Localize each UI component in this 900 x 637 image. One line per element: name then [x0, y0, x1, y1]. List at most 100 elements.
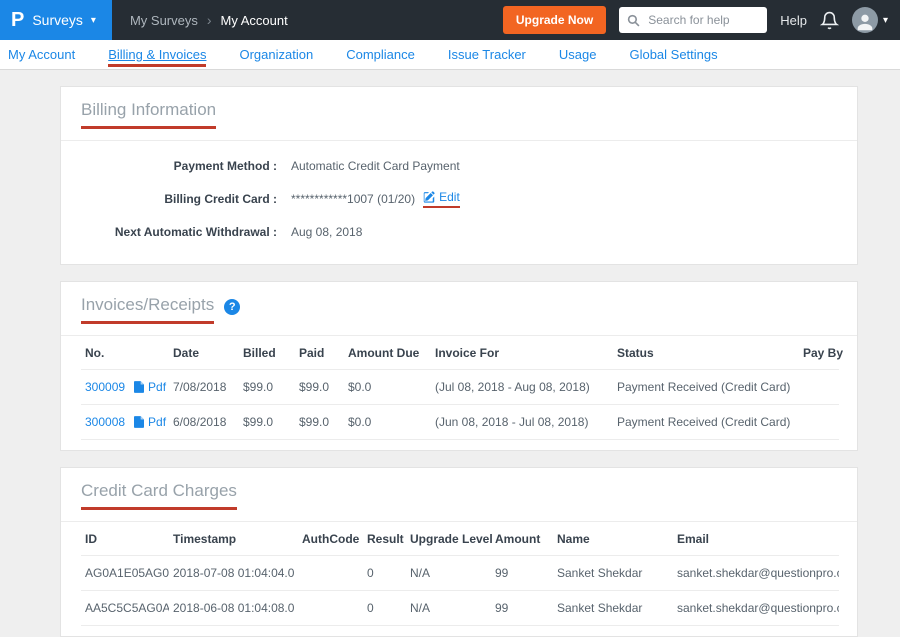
credit-card-charges-title: Credit Card Charges: [81, 481, 237, 510]
edit-pencil-icon: [423, 190, 435, 203]
billing-fields: Payment Method : Automatic Credit Card P…: [61, 141, 857, 264]
upgrade-now-button[interactable]: Upgrade Now: [502, 6, 607, 34]
field-label: Next Automatic Withdrawal :: [114, 224, 277, 239]
cell-email: sanket.shekdar@questionpro.com: [673, 555, 839, 591]
column-header-id: ID: [81, 522, 169, 556]
invoice-row: 300009 Pdf 7/08/2018 $99.0: [81, 369, 839, 405]
invoice-number-link[interactable]: 300008: [85, 415, 126, 429]
invoices-table: No. Date Billed Paid Amount Due Invoice …: [81, 336, 843, 440]
column-header-billed: Billed: [239, 336, 295, 370]
cell-status: Payment Received (Credit Card): [613, 369, 799, 405]
invoices-table-wrap: No. Date Billed Paid Amount Due Invoice …: [61, 336, 857, 450]
tab-usage[interactable]: Usage: [558, 46, 597, 62]
column-header-amount-due: Amount Due: [344, 336, 431, 370]
cell-status: Payment Received (Credit Card): [613, 404, 799, 440]
cell-timestamp: 2018-07-08 01:04:04.0: [169, 555, 298, 591]
breadcrumb-my-account: My Account: [220, 12, 288, 28]
field-row-billing-credit-card: Billing Credit Card : ************1007 (…: [81, 182, 837, 215]
invoices-receipts-title: Invoices/Receipts: [81, 295, 215, 324]
field-value: Aug 08, 2018: [291, 224, 363, 239]
cell-invoice-for: (Jun 08, 2018 - Jul 08, 2018): [431, 404, 613, 440]
cell-amount: 99: [491, 590, 553, 626]
topbar-right: Upgrade Now Help ▾: [502, 6, 900, 34]
field-value: Automatic Credit Card Payment: [291, 158, 460, 173]
tab-global-settings[interactable]: Global Settings: [629, 46, 718, 62]
field-row-next-withdrawal: Next Automatic Withdrawal : Aug 08, 2018: [81, 215, 837, 248]
field-value: ************1007 (01/20) Edit: [291, 189, 460, 208]
column-header-authcode: AuthCode: [298, 522, 363, 556]
cell-billed: $99.0: [239, 369, 295, 405]
product-menu-label: Surveys: [32, 12, 83, 28]
field-label: Billing Credit Card :: [164, 191, 277, 206]
avatar[interactable]: [851, 7, 878, 33]
cell-authcode: [298, 590, 363, 626]
cell-pay-by: [799, 404, 839, 440]
card-header: Invoices/Receipts ?: [61, 282, 857, 336]
card-header: Billing Information: [61, 87, 857, 141]
help-search-box: [619, 7, 768, 33]
invoices-receipts-card: Invoices/Receipts ? No. Date Billed Paid…: [60, 281, 858, 451]
product-menu[interactable]: P Surveys ▾: [0, 0, 112, 40]
help-question-icon[interactable]: ?: [224, 298, 241, 315]
cell-upgrade-level: N/A: [406, 590, 491, 626]
account-menu[interactable]: ▾: [851, 7, 888, 33]
notifications-bell-icon[interactable]: [819, 11, 839, 30]
tab-issue-tracker[interactable]: Issue Tracker: [447, 46, 526, 62]
cell-no: 300008 Pdf: [81, 404, 169, 440]
breadcrumb: My Surveys › My Account: [130, 12, 288, 28]
main-content: Billing Information Payment Method : Aut…: [0, 70, 900, 637]
cell-pay-by: [799, 369, 839, 405]
charges-table-wrap: ID Timestamp AuthCode Result Upgrade Lev…: [61, 522, 857, 636]
invoice-number-link[interactable]: 300009: [85, 380, 126, 394]
cell-date: 7/08/2018: [169, 369, 239, 405]
cell-amount: 99: [491, 555, 553, 591]
charge-row: AG0A1E05AG0A 2018-07-08 01:04:04.0 0 N/A…: [81, 555, 839, 591]
cell-id: AA5C5C5AG0A: [81, 590, 169, 626]
breadcrumb-my-surveys[interactable]: My Surveys: [129, 12, 198, 28]
tab-organization[interactable]: Organization: [239, 46, 314, 62]
cell-name: Sanket Shekdar: [553, 555, 673, 591]
column-header-paid: Paid: [295, 336, 344, 370]
column-header-date: Date: [169, 336, 239, 370]
edit-credit-card-link[interactable]: Edit: [423, 190, 460, 208]
cell-timestamp: 2018-06-08 01:04:08.0: [169, 590, 298, 626]
column-header-email: Email: [673, 522, 839, 556]
billing-information-title: Billing Information: [81, 100, 217, 129]
field-row-payment-method: Payment Method : Automatic Credit Card P…: [81, 149, 837, 182]
column-header-name: Name: [553, 522, 673, 556]
cell-billed: $99.0: [239, 404, 295, 440]
breadcrumb-separator-icon: ›: [206, 12, 212, 28]
cell-authcode: [298, 555, 363, 591]
search-input[interactable]: [646, 12, 760, 28]
invoice-pdf-link[interactable]: Pdf: [134, 415, 166, 429]
field-label: Payment Method :: [173, 158, 277, 173]
table-header-row: ID Timestamp AuthCode Result Upgrade Lev…: [81, 522, 839, 556]
tab-compliance[interactable]: Compliance: [346, 46, 415, 62]
topbar: P Surveys ▾ My Surveys › My Account Upgr…: [0, 0, 900, 40]
cell-upgrade-level: N/A: [406, 555, 491, 591]
billing-information-card: Billing Information Payment Method : Aut…: [60, 86, 858, 265]
cell-date: 6/08/2018: [169, 404, 239, 440]
cell-id: AG0A1E05AG0A: [81, 555, 169, 591]
charge-row: AA5C5C5AG0A 2018-06-08 01:04:08.0 0 N/A …: [81, 590, 839, 626]
cell-amount-due: $0.0: [344, 404, 431, 440]
chevron-down-icon: ▾: [90, 14, 96, 26]
tab-my-account[interactable]: My Account: [8, 46, 76, 62]
tab-billing-invoices[interactable]: Billing & Invoices: [108, 40, 207, 70]
cell-result: 0: [363, 555, 406, 591]
cell-result: 0: [363, 590, 406, 626]
column-header-no: No.: [81, 336, 169, 370]
column-header-timestamp: Timestamp: [169, 522, 298, 556]
help-link[interactable]: Help: [780, 12, 807, 28]
column-header-pay-by: Pay By: [799, 336, 843, 370]
column-header-invoice-for: Invoice For: [431, 336, 613, 370]
invoice-pdf-link[interactable]: Pdf: [134, 380, 166, 394]
cell-no: 300009 Pdf: [81, 369, 169, 405]
card-header: Credit Card Charges: [61, 468, 857, 522]
charges-table: ID Timestamp AuthCode Result Upgrade Lev…: [81, 522, 839, 626]
cell-name: Sanket Shekdar: [553, 590, 673, 626]
chevron-down-icon: ▾: [882, 14, 888, 26]
cell-paid: $99.0: [295, 369, 344, 405]
pdf-icon: [134, 381, 145, 393]
cell-amount-due: $0.0: [344, 369, 431, 405]
